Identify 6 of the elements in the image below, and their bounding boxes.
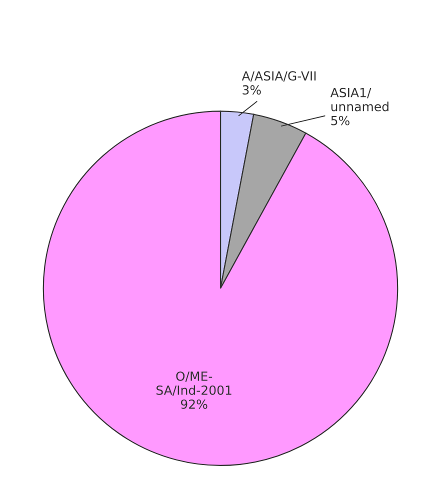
data-label: 92%: [180, 399, 208, 409]
slice-label: O/ME- SA/Ind-2001: [156, 371, 232, 396]
data-label: 3%: [242, 85, 261, 95]
data-label: 5%: [331, 116, 350, 126]
slice-label: A/ASIA/G-VII: [242, 71, 316, 82]
slice-label: ASIA1/ unnamed: [330, 88, 388, 112]
